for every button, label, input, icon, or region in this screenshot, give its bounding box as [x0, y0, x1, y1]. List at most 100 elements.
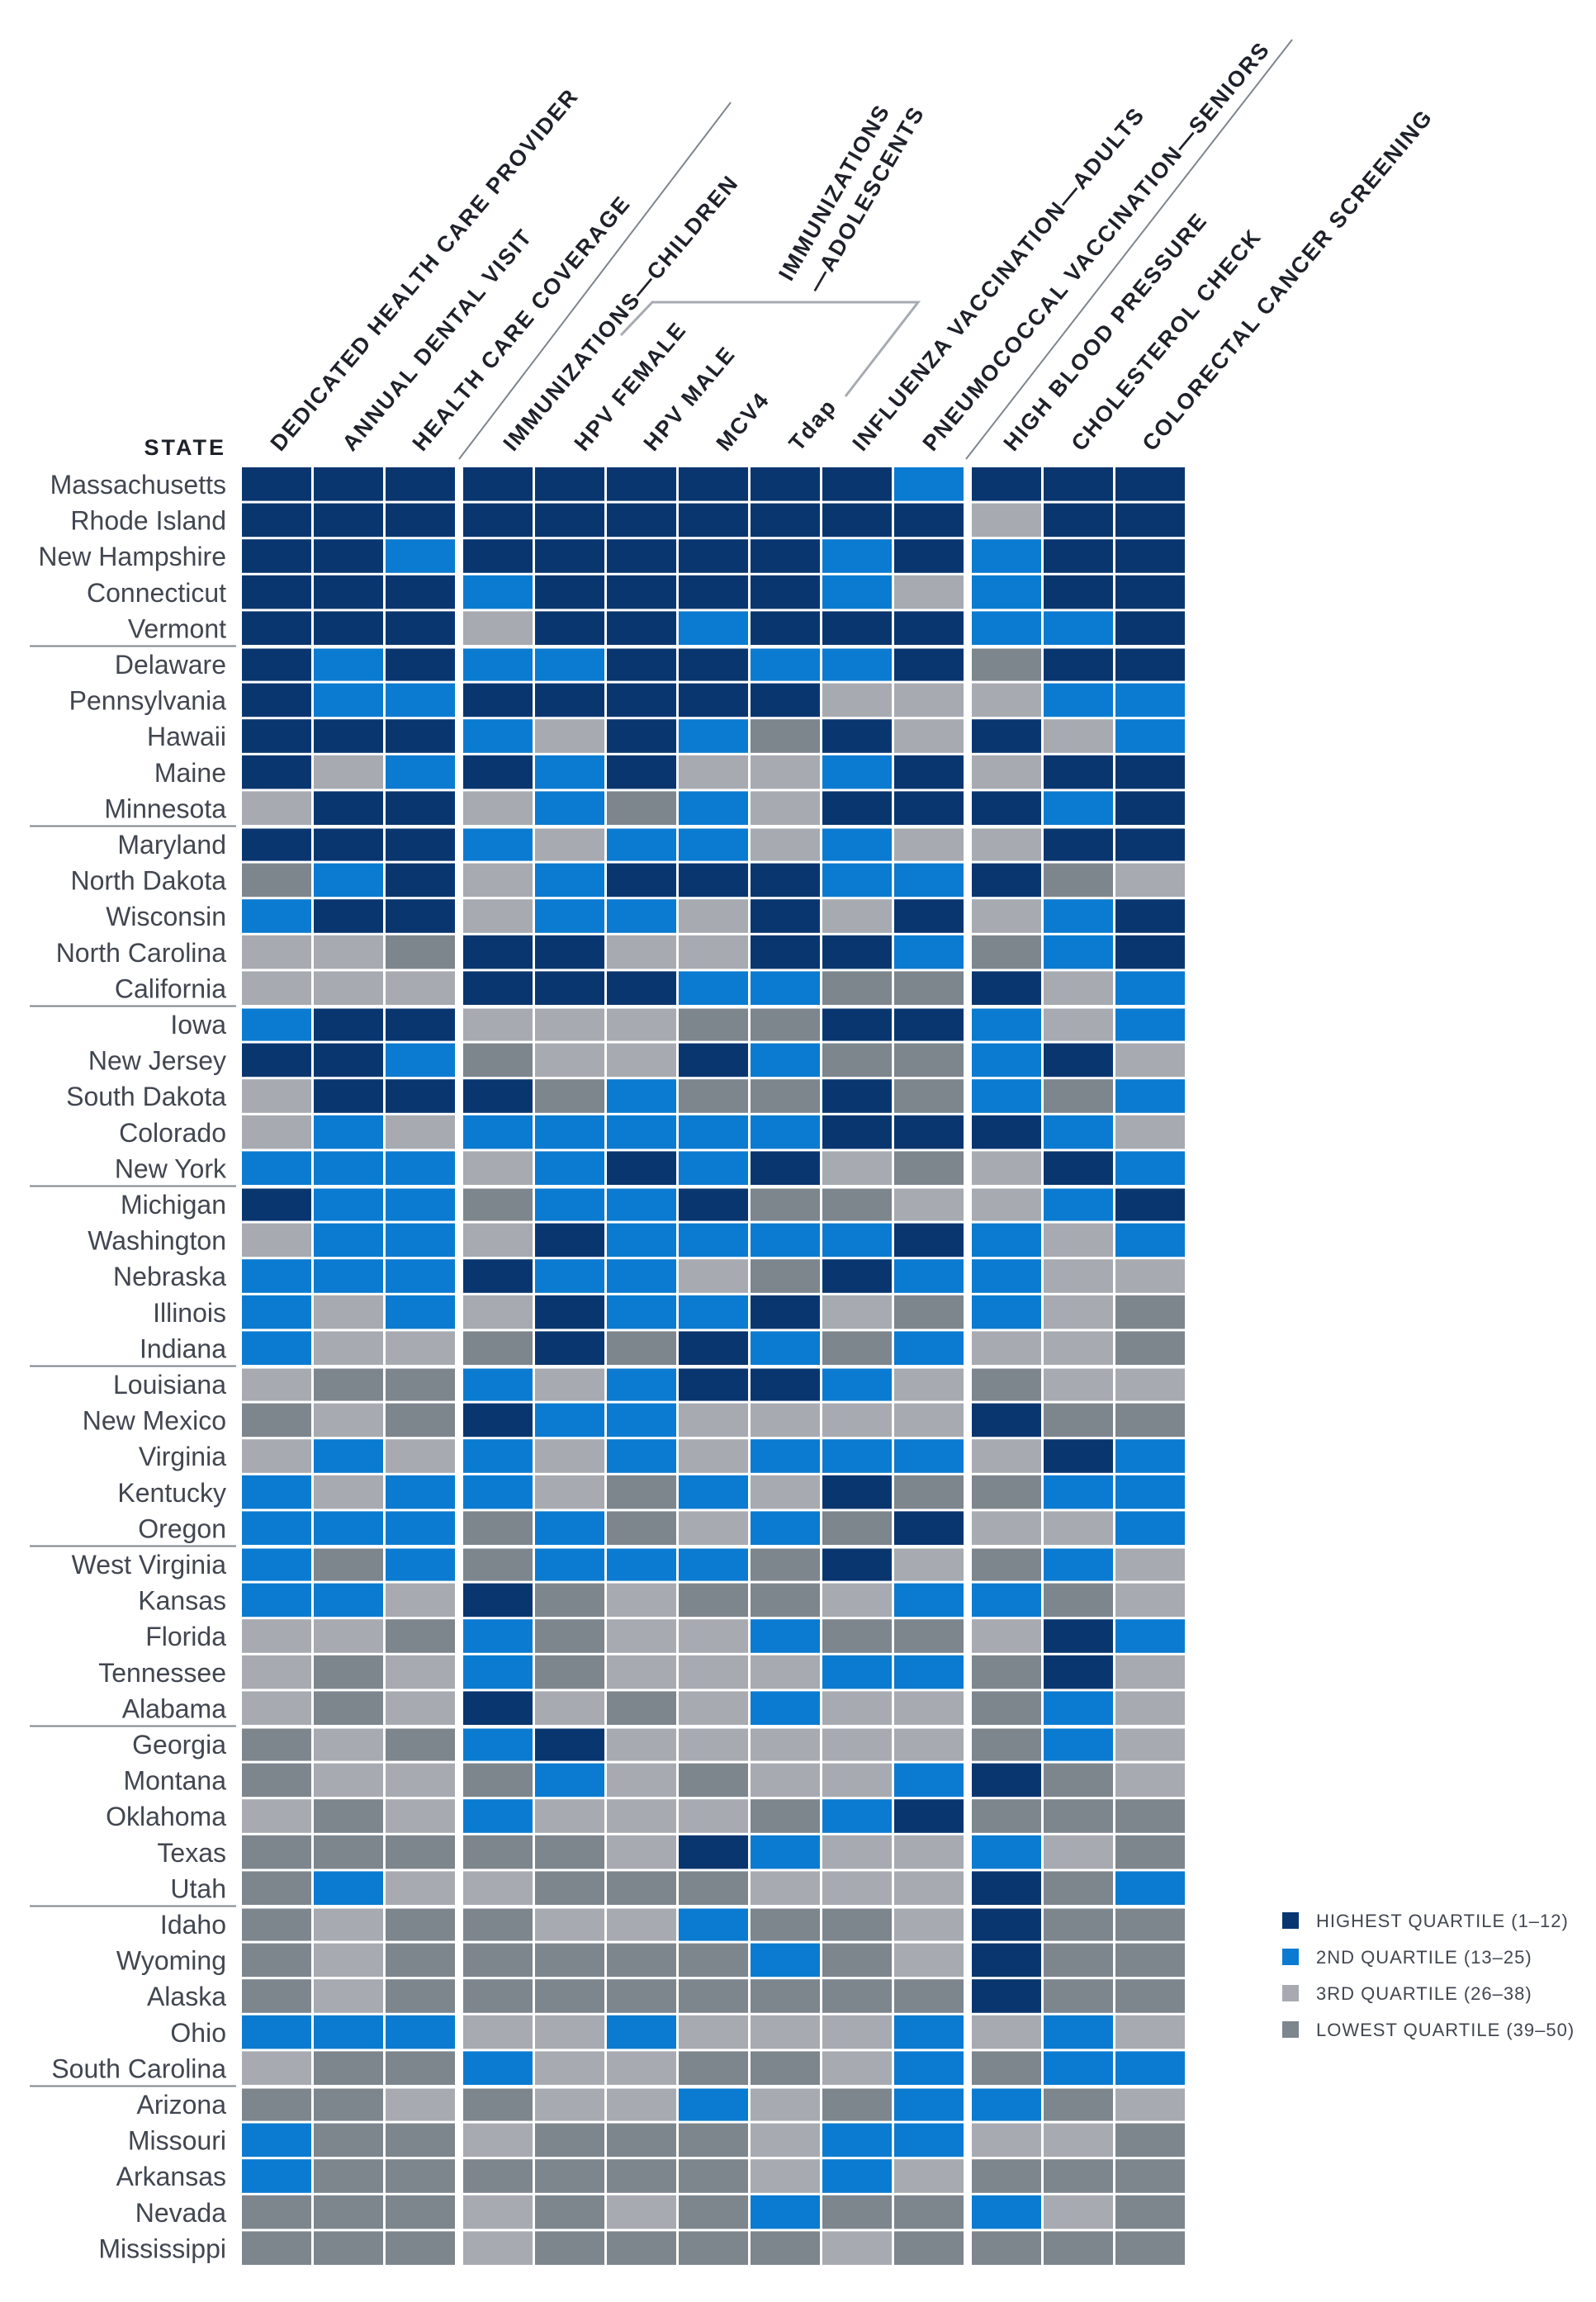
heatmap-cell: [1044, 539, 1113, 573]
heatmap-cell: [972, 1079, 1041, 1113]
heatmap-cell: [607, 683, 676, 718]
heatmap-cell: [386, 2087, 455, 2121]
state-label: Maine: [154, 758, 226, 788]
heatmap-cell: [242, 2015, 311, 2049]
heatmap-cell: [242, 791, 311, 825]
heatmap-cell: [972, 2123, 1041, 2158]
heatmap-cell: [1115, 2231, 1185, 2265]
heatmap-cell: [463, 1727, 533, 1761]
heatmap-cell: [314, 719, 383, 753]
heatmap-cell: [894, 683, 964, 718]
heatmap-cell: [386, 1007, 455, 1041]
heatmap-cell: [463, 1259, 533, 1293]
heatmap-cell: [822, 1151, 892, 1185]
heatmap-cell: [607, 1403, 676, 1438]
heatmap-cell: [386, 683, 455, 718]
heatmap-cell: [314, 1187, 383, 1221]
heatmap-cell: [386, 611, 455, 645]
row-group-gap: [239, 1725, 1187, 1729]
heatmap-cell: [679, 863, 748, 898]
heatmap-cell: [607, 1511, 676, 1545]
heatmap-cell: [1115, 1619, 1185, 1653]
heatmap-cell: [1044, 1691, 1113, 1725]
heatmap-cell: [535, 1043, 604, 1078]
heatmap-cell: [822, 971, 892, 1005]
state-label: Iowa: [170, 1010, 226, 1040]
heatmap-cell: [1044, 1979, 1113, 2013]
heatmap-cell: [607, 1367, 676, 1401]
heatmap-cell: [1115, 2051, 1185, 2085]
heatmap-cell: [751, 2123, 820, 2158]
heatmap-cell: [463, 1583, 533, 1618]
heatmap-cell: [314, 1835, 383, 1869]
heatmap-cell: [607, 1043, 676, 1078]
heatmap-cell: [1115, 2123, 1185, 2158]
heatmap-cell: [894, 1187, 964, 1221]
heatmap-cell: [535, 1187, 604, 1221]
heatmap-cell: [679, 1547, 748, 1581]
heatmap-cell: [386, 2231, 455, 2265]
heatmap-cell: [242, 1727, 311, 1761]
heatmap-cell: [607, 2087, 676, 2121]
row-group-gap: [239, 1905, 1187, 1909]
heatmap-cell: [751, 1007, 820, 1041]
heatmap-cell: [607, 719, 676, 753]
heatmap-cell: [1044, 575, 1113, 609]
heatmap-cell: [386, 467, 455, 501]
heatmap-cell: [1044, 1331, 1113, 1365]
state-label: West Virginia: [72, 1550, 227, 1580]
heatmap-cell: [607, 1727, 676, 1761]
heatmap-cell: [972, 1259, 1041, 1293]
heatmap-cell: [1115, 503, 1185, 538]
heatmap-cell: [822, 1439, 892, 1473]
heatmap-cell: [535, 2051, 604, 2085]
heatmap-cell: [1115, 1691, 1185, 1725]
state-label: Arizona: [137, 2090, 227, 2120]
heatmap-cell: [679, 2051, 748, 2085]
heatmap-cell: [535, 1295, 604, 1329]
heatmap-cell: [314, 899, 383, 933]
heatmap-cell: [607, 1331, 676, 1365]
legend-label: 3RD QUARTILE (26–38): [1316, 1983, 1532, 2004]
heatmap-cell: [607, 539, 676, 573]
heatmap-cell: [463, 1223, 533, 1258]
heatmap-cell: [1115, 647, 1185, 681]
heatmap-cell: [1115, 1187, 1185, 1221]
heatmap-cell: [607, 1835, 676, 1869]
heatmap-cell: [242, 2051, 311, 2085]
heatmap-cell: [822, 1943, 892, 1978]
heatmap-cell: [607, 1223, 676, 1258]
heatmap-cell: [822, 1691, 892, 1725]
heatmap-cell: [535, 539, 604, 573]
legend-swatch: [1282, 1949, 1299, 1965]
heatmap-cell: [1044, 1079, 1113, 1113]
heatmap-cell: [535, 1871, 604, 1905]
heatmap-cell: [607, 1295, 676, 1329]
heatmap-cell: [822, 1295, 892, 1329]
heatmap-cell: [751, 1835, 820, 1869]
heatmap-cell: [751, 1475, 820, 1509]
heatmap-cell: [242, 1439, 311, 1473]
heatmap-cell: [751, 1871, 820, 1905]
heatmap-cell: [972, 1655, 1041, 1689]
heatmap-cell: [972, 1331, 1041, 1365]
heatmap-cell: [972, 1799, 1041, 1833]
heatmap-cell: [679, 1403, 748, 1438]
heatmap-cell: [607, 899, 676, 933]
heatmap-cell: [1115, 2015, 1185, 2049]
heatmap-cell: [894, 1223, 964, 1258]
heatmap-cell: [386, 1979, 455, 2013]
heatmap-cell: [679, 1079, 748, 1113]
heatmap-cell: [679, 1943, 748, 1978]
section-divider-line: [965, 39, 1293, 460]
state-label: Ohio: [170, 2018, 226, 2048]
heatmap-cell: [894, 1367, 964, 1401]
state-label: Rhode Island: [70, 506, 226, 536]
heatmap-cell: [679, 899, 748, 933]
heatmap-cell: [679, 647, 748, 681]
heatmap-cell: [607, 1691, 676, 1725]
heatmap-cell: [679, 467, 748, 501]
heatmap-cell: [822, 683, 892, 718]
heatmap-cell: [386, 719, 455, 753]
heatmap-cell: [463, 2051, 533, 2085]
